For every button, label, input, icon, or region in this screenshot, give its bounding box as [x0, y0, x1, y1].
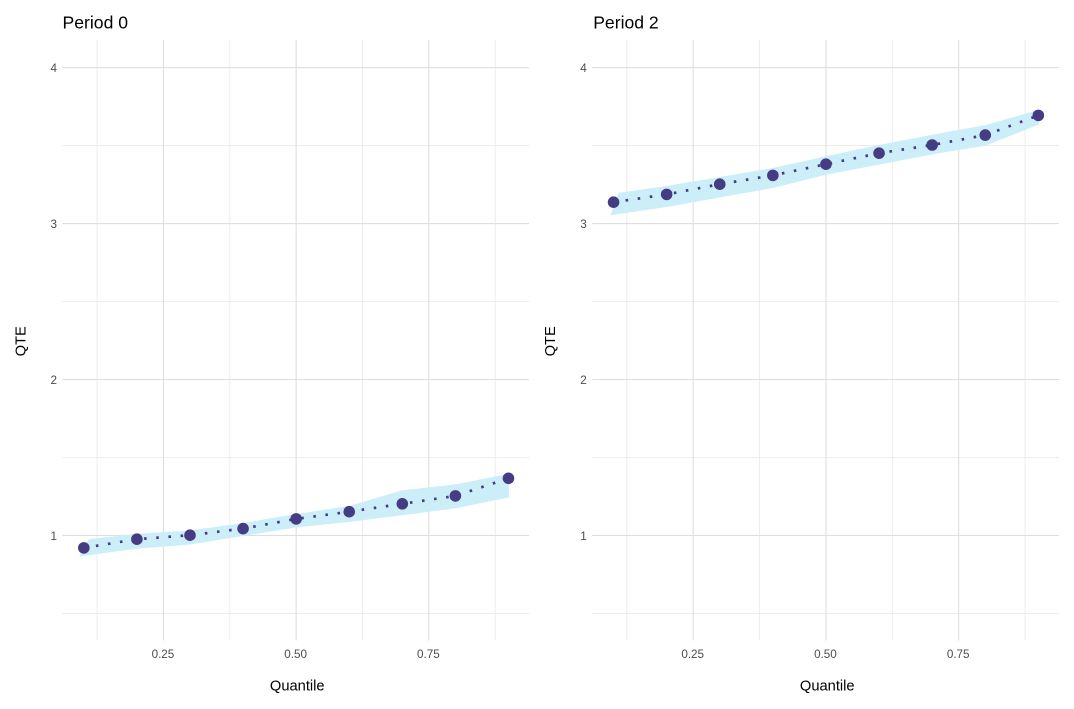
svg-text:Period 0: Period 0: [63, 13, 129, 33]
svg-text:1: 1: [50, 530, 57, 543]
svg-text:Quantile: Quantile: [800, 679, 855, 695]
svg-text:0.75: 0.75: [417, 648, 440, 661]
svg-text:3: 3: [580, 218, 587, 231]
svg-text:0.50: 0.50: [814, 648, 837, 661]
svg-text:Quantile: Quantile: [270, 679, 325, 695]
svg-text:2: 2: [50, 374, 57, 387]
svg-text:4: 4: [580, 62, 587, 75]
svg-text:4: 4: [50, 62, 57, 75]
svg-text:2: 2: [580, 374, 587, 387]
svg-text:1: 1: [580, 530, 587, 543]
svg-text:0.75: 0.75: [947, 648, 970, 661]
svg-text:QTE: QTE: [13, 326, 29, 356]
svg-text:0.25: 0.25: [152, 648, 175, 661]
svg-text:QTE: QTE: [543, 326, 559, 356]
svg-text:0.25: 0.25: [681, 648, 704, 661]
svg-text:Period 2: Period 2: [593, 13, 659, 33]
svg-text:0.50: 0.50: [284, 648, 307, 661]
svg-text:3: 3: [50, 218, 57, 231]
